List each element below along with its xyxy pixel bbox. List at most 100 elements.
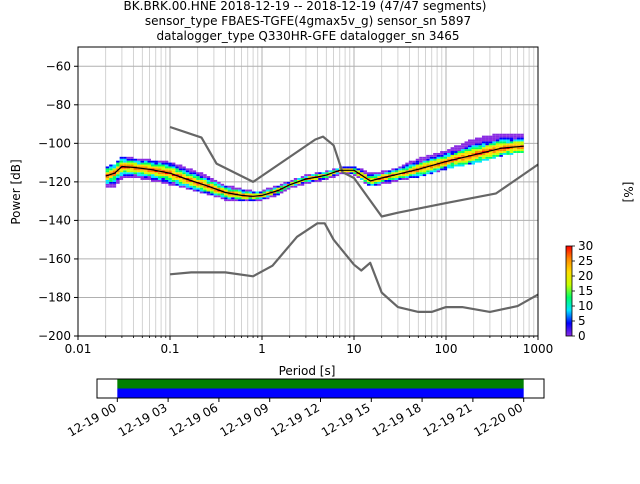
histogram-cell: [426, 156, 430, 159]
histogram-cell: [116, 174, 120, 177]
histogram-cell: [450, 151, 455, 153]
histogram-cell: [457, 151, 462, 153]
histogram-cell: [502, 152, 507, 155]
histogram-cell: [464, 147, 469, 150]
histogram-cell: [203, 176, 207, 179]
histogram-cell: [478, 154, 482, 157]
histogram-cell: [412, 160, 416, 163]
histogram-cell: [137, 174, 141, 177]
histogram-cell: [450, 149, 455, 152]
histogram-cell: [116, 172, 120, 175]
histogram-cell: [217, 191, 221, 194]
histogram-cell: [199, 178, 204, 180]
histogram-cell: [412, 162, 416, 165]
histogram-cell: [412, 172, 416, 175]
histogram-cell: [468, 139, 472, 142]
histogram-cell: [380, 172, 385, 175]
histogram-cell: [429, 168, 434, 171]
histogram-cell: [478, 158, 482, 161]
histogram-cell: [137, 176, 141, 179]
histogram-cell: [454, 156, 458, 159]
histogram-cell: [126, 170, 131, 173]
histogram-cell: [360, 178, 364, 180]
histogram-cell: [279, 189, 284, 192]
histogram-cell: [206, 183, 211, 186]
chart-title: BK.BRK.00.HNE 2018-12-19 -- 2018-12-19 (…: [124, 0, 487, 13]
histogram-cell: [429, 160, 434, 163]
histogram-cell: [391, 179, 395, 182]
histogram-cell: [252, 197, 256, 200]
histogram-cell: [164, 179, 169, 182]
histogram-cell: [105, 170, 110, 173]
histogram-cell: [217, 187, 221, 190]
histogram-cell: [192, 178, 197, 180]
histogram-cell: [380, 179, 385, 182]
histogram-cell: [283, 189, 287, 192]
histogram-cell: [492, 145, 496, 148]
histogram-cell: [248, 193, 253, 196]
histogram-cell: [447, 149, 451, 152]
histogram-cell: [516, 141, 521, 144]
histogram-cell: [464, 145, 469, 148]
histogram-cell: [394, 168, 399, 171]
histogram-cell: [154, 174, 158, 177]
histogram-cell: [109, 172, 113, 175]
histogram-cell: [213, 185, 218, 188]
histogram-cell: [185, 181, 190, 184]
y-axis-label: Power [dB]: [9, 159, 23, 224]
histogram-cell: [109, 185, 113, 188]
histogram-cell: [171, 183, 176, 186]
histogram-cell: [227, 189, 232, 192]
histogram-cell: [297, 181, 301, 184]
histogram-cell: [373, 176, 378, 179]
histogram-cell: [175, 176, 179, 179]
histogram-cell: [495, 139, 500, 142]
histogram-cell: [495, 143, 500, 146]
histogram-cell: [471, 158, 475, 161]
histogram-cell: [366, 172, 371, 175]
histogram-cell: [488, 143, 493, 146]
histogram-cell: [422, 158, 427, 161]
histogram-cell: [429, 158, 434, 161]
histogram-cell: [478, 156, 482, 159]
colorbar-tick-label: 15: [578, 284, 593, 298]
histogram-cell: [433, 154, 437, 157]
histogram-cell: [440, 156, 444, 159]
histogram-cell: [192, 174, 197, 177]
histogram-cell: [520, 139, 524, 142]
histogram-cell: [415, 158, 420, 161]
histogram-cell: [157, 160, 162, 163]
histogram-cell: [300, 179, 305, 182]
histogram-cell: [492, 154, 496, 157]
histogram-cell: [140, 176, 145, 179]
histogram-cell: [366, 174, 371, 177]
histogram-cell: [123, 174, 127, 177]
histogram-cell: [234, 199, 239, 202]
histogram-cell: [495, 152, 500, 155]
histogram-cell: [248, 191, 253, 194]
histogram-cell: [377, 179, 381, 182]
histogram-cell: [175, 164, 179, 167]
histogram-cell: [279, 185, 284, 188]
histogram-cell: [443, 166, 448, 169]
histogram-cell: [161, 164, 165, 167]
histogram-cell: [436, 158, 441, 161]
histogram-cell: [454, 147, 458, 150]
histogram-cell: [137, 166, 141, 169]
histogram-cell: [380, 178, 385, 180]
histogram-cell: [147, 176, 151, 179]
histogram-cell: [509, 147, 514, 150]
histogram-cell: [436, 166, 441, 169]
histogram-cell: [412, 164, 416, 167]
histogram-cell: [171, 178, 176, 180]
histogram-cell: [471, 139, 475, 142]
y-tick-label: −160: [38, 252, 71, 266]
histogram-cell: [206, 189, 211, 192]
noise-model-high-line: [169, 125, 539, 218]
histogram-cell: [178, 185, 183, 188]
histogram-cell: [332, 176, 336, 179]
histogram-cell: [506, 133, 510, 136]
histogram-cell: [227, 187, 232, 190]
histogram-cell: [387, 170, 392, 173]
histogram-cell: [164, 170, 169, 173]
